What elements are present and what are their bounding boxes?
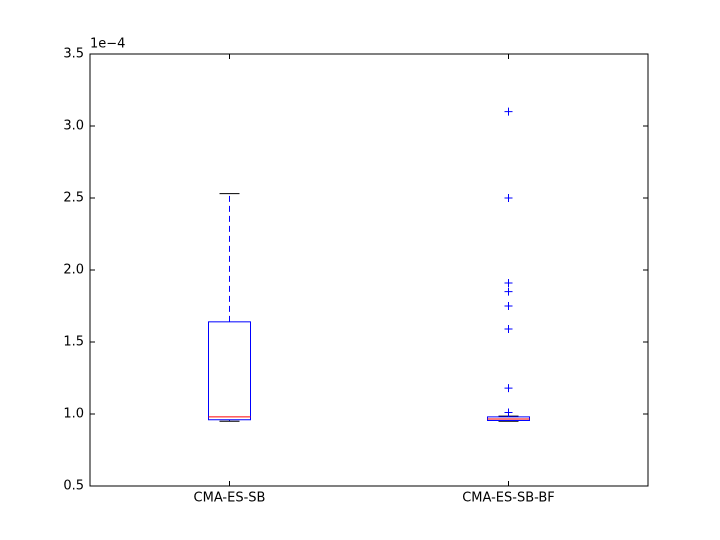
- outlier: [504, 325, 513, 334]
- box: [208, 321, 251, 421]
- outlier: [504, 384, 513, 393]
- outlier: [504, 194, 513, 202]
- y-tick-label: 2.5: [63, 191, 84, 206]
- x-tick-label: CMA-ES-SB: [194, 491, 266, 506]
- outlier: [504, 107, 513, 116]
- y-tick-label: 2.0: [63, 263, 84, 278]
- outlier: [504, 278, 513, 287]
- y-tick-label: 1.5: [63, 335, 84, 350]
- x-tick-label: CMA-ES-SB-BF: [462, 491, 555, 506]
- plot-frame: [89, 53, 649, 487]
- y-tick-label: 1.0: [63, 407, 84, 422]
- y-tick-label: 0.5: [63, 479, 84, 494]
- outlier: [504, 408, 513, 417]
- outlier: [504, 302, 513, 310]
- outlier: [504, 287, 513, 296]
- y-tick-label: 3.0: [63, 119, 84, 134]
- y-tick-label: 3.5: [63, 47, 84, 62]
- scale-label: 1e−4: [90, 37, 125, 52]
